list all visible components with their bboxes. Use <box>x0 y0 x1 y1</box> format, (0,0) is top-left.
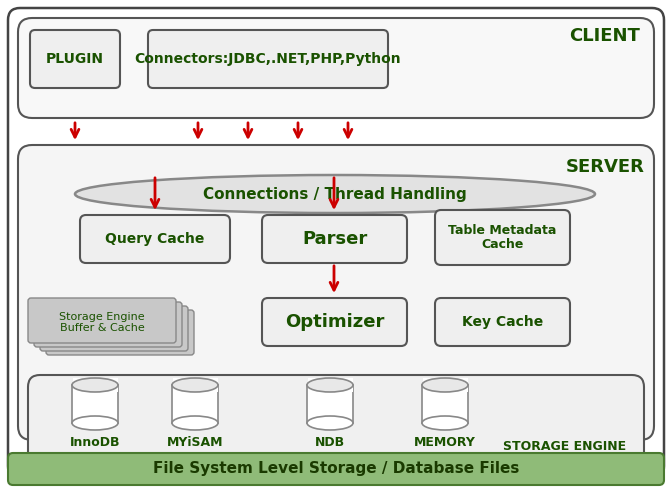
FancyBboxPatch shape <box>307 385 353 423</box>
FancyBboxPatch shape <box>30 30 120 88</box>
FancyBboxPatch shape <box>435 210 570 265</box>
Text: Connectors:JDBC,.NET,PHP,Python: Connectors:JDBC,.NET,PHP,Python <box>134 52 401 66</box>
Text: Connections / Thread Handling: Connections / Thread Handling <box>203 186 467 202</box>
Text: Table Metadata
Cache: Table Metadata Cache <box>448 223 556 251</box>
Text: File System Level Storage / Database Files: File System Level Storage / Database Fil… <box>153 461 519 476</box>
FancyBboxPatch shape <box>72 385 118 423</box>
FancyBboxPatch shape <box>28 375 644 465</box>
FancyBboxPatch shape <box>173 378 218 392</box>
FancyBboxPatch shape <box>18 18 654 118</box>
FancyBboxPatch shape <box>423 378 468 392</box>
Ellipse shape <box>72 416 118 430</box>
Text: MYiSAM: MYiSAM <box>167 435 223 449</box>
FancyBboxPatch shape <box>80 215 230 263</box>
FancyBboxPatch shape <box>8 453 664 485</box>
Ellipse shape <box>172 378 218 392</box>
Text: Parser: Parser <box>302 230 367 248</box>
Text: Key Cache: Key Cache <box>462 315 543 329</box>
Ellipse shape <box>307 378 353 392</box>
FancyBboxPatch shape <box>148 30 388 88</box>
FancyBboxPatch shape <box>8 8 664 478</box>
Ellipse shape <box>422 416 468 430</box>
FancyBboxPatch shape <box>172 385 218 423</box>
FancyBboxPatch shape <box>308 378 353 392</box>
Text: Optimizer: Optimizer <box>285 313 384 331</box>
Text: SERVER: SERVER <box>566 158 644 176</box>
Text: CLIENT: CLIENT <box>570 27 640 45</box>
FancyBboxPatch shape <box>40 306 188 351</box>
Text: NDB: NDB <box>315 435 345 449</box>
Ellipse shape <box>307 416 353 430</box>
FancyBboxPatch shape <box>262 215 407 263</box>
FancyBboxPatch shape <box>34 302 182 347</box>
Ellipse shape <box>422 378 468 392</box>
Text: InnoDB: InnoDB <box>70 435 120 449</box>
Text: Query Cache: Query Cache <box>106 232 205 246</box>
Text: PLUGIN: PLUGIN <box>46 52 104 66</box>
FancyBboxPatch shape <box>46 310 194 355</box>
Text: Storage Engine
Buffer & Cache: Storage Engine Buffer & Cache <box>59 312 144 333</box>
Text: STORAGE ENGINE: STORAGE ENGINE <box>503 440 626 454</box>
FancyBboxPatch shape <box>73 378 118 392</box>
Ellipse shape <box>75 175 595 213</box>
FancyBboxPatch shape <box>422 385 468 423</box>
FancyBboxPatch shape <box>435 298 570 346</box>
Ellipse shape <box>72 378 118 392</box>
Ellipse shape <box>172 416 218 430</box>
FancyBboxPatch shape <box>28 298 176 343</box>
FancyBboxPatch shape <box>262 298 407 346</box>
FancyBboxPatch shape <box>18 145 654 440</box>
Text: MEMORY: MEMORY <box>414 435 476 449</box>
